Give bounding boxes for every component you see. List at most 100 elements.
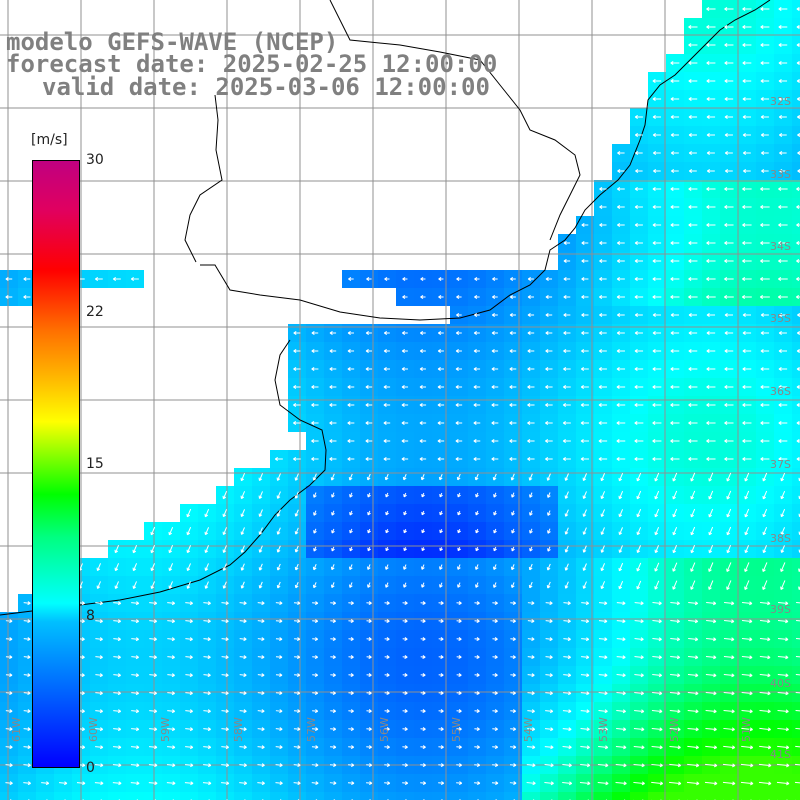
wind-vector-arrow — [779, 151, 787, 155]
wind-vector-arrow — [652, 151, 661, 155]
wind-vector-arrow — [509, 763, 517, 768]
wind-vector-arrow — [384, 601, 390, 605]
wind-vector-arrow — [131, 673, 139, 678]
wind-vector-arrow — [670, 97, 680, 101]
wind-vector-arrow — [652, 313, 661, 317]
wind-vector-arrow — [670, 169, 679, 173]
wind-vector-arrow — [509, 781, 517, 786]
wind-vector-arrow — [634, 637, 644, 642]
wind-vector-arrow — [492, 655, 498, 659]
lon-label: 56W — [378, 717, 391, 742]
wind-vector-arrow — [203, 727, 211, 732]
wind-vector-arrow — [312, 637, 319, 642]
wind-vector-arrow — [527, 727, 536, 732]
wind-vector-arrow — [582, 473, 587, 482]
wind-vector-arrow — [293, 727, 301, 732]
wind-vector-arrow — [438, 637, 444, 641]
wind-vector-arrow — [796, 620, 800, 622]
wind-vector-arrow — [509, 331, 517, 335]
wind-vector-arrow — [778, 115, 787, 119]
wind-vector-arrow — [222, 563, 227, 571]
wind-vector-arrow — [240, 509, 245, 518]
wind-vector-arrow — [204, 545, 209, 554]
wind-vector-arrow — [365, 457, 373, 461]
wind-vector-arrow — [760, 133, 769, 137]
wind-vector-arrow — [113, 619, 122, 624]
wind-vector-arrow — [294, 637, 301, 642]
wind-vector-arrow — [294, 619, 301, 624]
wind-vector-arrow — [777, 295, 788, 299]
wind-vector-arrow — [616, 367, 626, 371]
wind-vector-arrow — [563, 655, 571, 660]
wind-vector-arrow — [385, 510, 389, 516]
wind-vector-arrow — [492, 727, 498, 732]
wind-vector-arrow — [421, 547, 425, 552]
wind-vector-arrow — [258, 545, 263, 553]
wind-vector-arrow — [688, 619, 699, 624]
wind-vector-arrow — [420, 763, 426, 768]
wind-vector-arrow — [275, 763, 283, 768]
wind-vector-arrow — [724, 61, 734, 65]
wind-vector-arrow — [633, 781, 645, 786]
wind-vector-arrow — [600, 581, 606, 590]
wind-vector-arrow — [492, 709, 498, 713]
wind-vector-arrow — [383, 349, 390, 353]
wind-vector-arrow — [184, 763, 194, 768]
wind-vector-arrow — [726, 490, 732, 500]
wind-vector-arrow — [23, 295, 31, 299]
wind-vector-arrow — [293, 403, 301, 407]
wind-vector-arrow — [582, 563, 587, 571]
wind-vector-arrow — [438, 673, 444, 677]
wind-vector-arrow — [742, 259, 752, 263]
wind-vector-arrow — [654, 490, 660, 500]
wind-vector-arrow — [222, 545, 227, 553]
wind-speed-cell — [792, 504, 800, 522]
wind-vector-arrow — [402, 727, 408, 731]
wind-vector-arrow — [527, 349, 535, 353]
wind-vector-arrow — [475, 528, 479, 534]
wind-vector-arrow — [293, 385, 301, 389]
wind-vector-arrow — [741, 637, 753, 642]
wind-vector-arrow — [473, 457, 481, 461]
wind-vector-arrow — [741, 619, 753, 624]
wind-vector-arrow — [579, 781, 591, 786]
wind-vector-arrow — [221, 637, 229, 642]
wind-vector-arrow — [384, 655, 390, 659]
lat-label: 40S — [770, 677, 791, 690]
wind-vector-arrow — [705, 673, 717, 678]
wind-vector-arrow — [795, 673, 800, 676]
wind-vector-arrow — [670, 295, 680, 299]
wind-vector-arrow — [724, 169, 733, 173]
wind-vector-arrow — [758, 781, 772, 786]
wind-vector-arrow — [742, 421, 752, 425]
wind-vector-arrow — [331, 492, 335, 498]
wind-vector-arrow — [312, 673, 319, 678]
wind-vector-arrow — [615, 763, 627, 768]
wind-vector-arrow — [616, 601, 626, 606]
wind-vector-arrow — [708, 490, 714, 500]
wind-vector-arrow — [367, 510, 371, 516]
wind-vector-arrow — [366, 781, 373, 786]
lon-label: 52W — [668, 717, 681, 742]
wind-vector-arrow — [563, 277, 571, 281]
wind-vector-arrow — [545, 385, 553, 389]
lon-label: 53W — [597, 717, 610, 742]
wind-vector-arrow — [636, 545, 641, 554]
wind-vector-arrow — [580, 727, 590, 732]
wind-vector-arrow — [366, 277, 372, 281]
wind-vector-arrow — [294, 673, 301, 678]
wind-vector-arrow — [706, 7, 716, 11]
wind-vector-arrow — [634, 385, 644, 389]
wind-vector-arrow — [724, 115, 734, 119]
wind-vector-arrow — [438, 473, 443, 481]
wind-vector-arrow — [221, 673, 229, 678]
wind-vector-arrow — [580, 421, 589, 425]
lon-label: 61W — [10, 717, 23, 742]
wind-vector-arrow — [41, 781, 50, 786]
wind-speed-cell — [792, 0, 800, 18]
wind-vector-arrow — [437, 421, 445, 425]
wind-vector-arrow — [366, 601, 372, 605]
wind-vector-arrow — [634, 205, 643, 209]
wind-vector-arrow — [491, 457, 499, 461]
wind-vector-arrow — [438, 709, 444, 713]
